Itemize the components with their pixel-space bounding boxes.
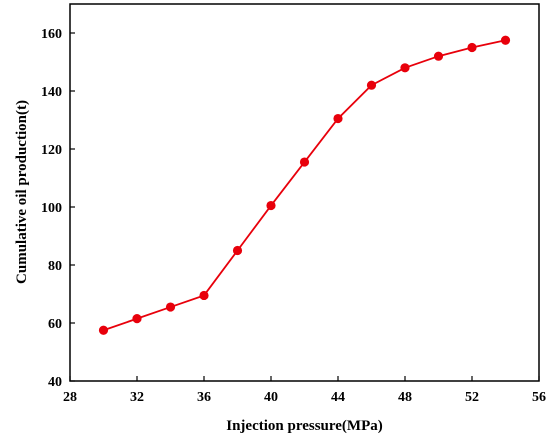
data-point xyxy=(266,200,276,211)
x-tick-label: 40 xyxy=(264,390,278,405)
series-layer xyxy=(98,35,511,335)
data-point xyxy=(199,290,209,301)
data-point xyxy=(98,325,109,335)
y-axis-ticks: 40 60 80 100 120 140 160 xyxy=(41,27,75,390)
y-axis-title: Cumulative oil production(t) xyxy=(14,100,30,284)
data-point xyxy=(366,80,377,90)
x-tick-label: 36 xyxy=(197,390,211,405)
y-tick-label: 100 xyxy=(41,201,62,216)
data-point xyxy=(232,245,243,256)
data-point xyxy=(433,51,444,61)
y-tick-label: 160 xyxy=(41,27,62,42)
x-tick-label: 44 xyxy=(331,390,345,405)
data-point xyxy=(500,35,511,45)
x-axis-title: Injection pressure(MPa) xyxy=(226,418,383,434)
x-axis-ticks: 28 32 36 40 44 48 52 56 xyxy=(63,376,546,405)
data-point xyxy=(132,314,142,324)
x-tick-label: 56 xyxy=(532,390,546,405)
data-point xyxy=(333,113,343,124)
plot-frame xyxy=(69,3,540,382)
y-tick-label: 40 xyxy=(48,375,62,390)
y-tick-label: 120 xyxy=(41,143,62,158)
y-tick-label: 140 xyxy=(41,85,62,100)
data-point xyxy=(400,63,410,73)
x-tick-label: 28 xyxy=(63,390,77,405)
x-tick-label: 32 xyxy=(130,390,144,405)
data-point xyxy=(165,302,176,312)
data-point xyxy=(467,42,477,53)
series-line xyxy=(103,39,506,332)
y-tick-label: 60 xyxy=(48,317,62,332)
x-tick-label: 52 xyxy=(465,390,479,405)
y-tick-label: 80 xyxy=(48,259,62,274)
data-point xyxy=(299,157,310,167)
x-tick-label: 48 xyxy=(398,390,412,405)
